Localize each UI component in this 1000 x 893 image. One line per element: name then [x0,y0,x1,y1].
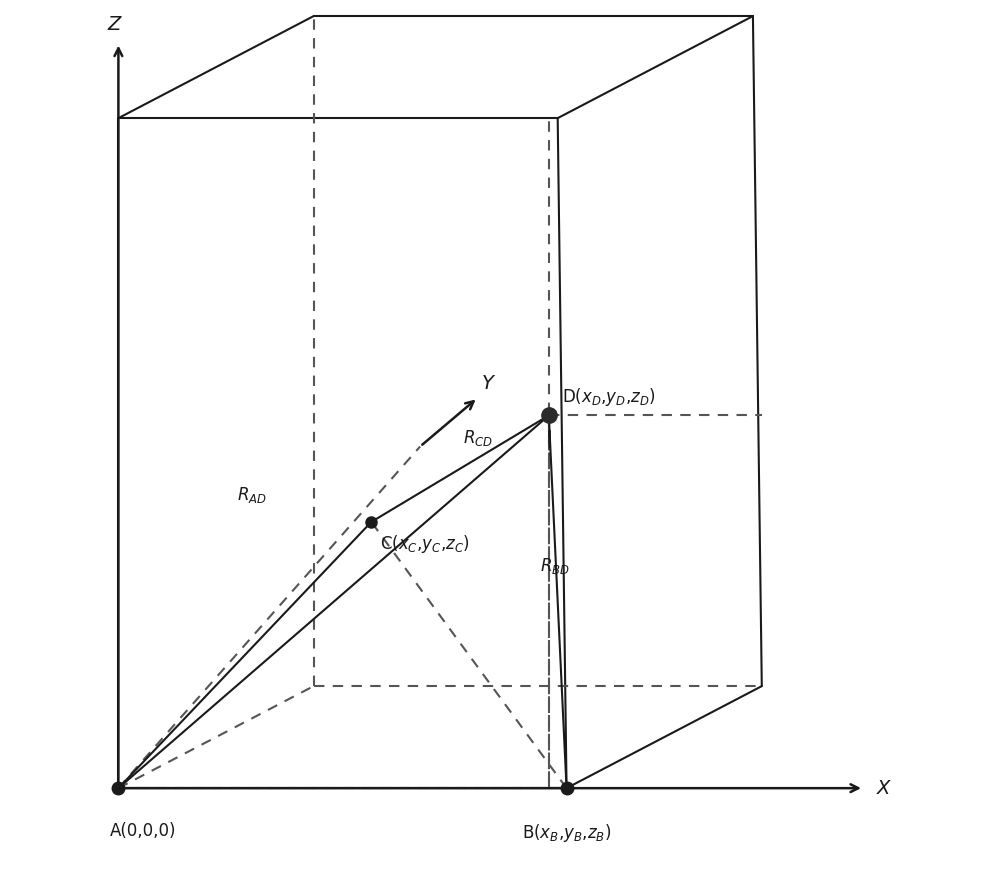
Text: $R_{CD}$: $R_{CD}$ [463,428,493,447]
Text: B($x_B$,$y_B$,$z_B$): B($x_B$,$y_B$,$z_B$) [522,822,611,844]
Text: D($x_D$,$y_D$,$z_D$): D($x_D$,$y_D$,$z_D$) [562,387,656,408]
Text: $R_{AD}$: $R_{AD}$ [237,485,266,505]
Text: $R_{BD}$: $R_{BD}$ [540,556,570,576]
Text: C($x_C$,$y_C$,$z_C$): C($x_C$,$y_C$,$z_C$) [380,532,470,555]
Text: A(0,0,0): A(0,0,0) [110,822,176,840]
Text: X: X [877,779,891,797]
Text: Z: Z [107,15,121,34]
Text: Y: Y [482,374,494,393]
